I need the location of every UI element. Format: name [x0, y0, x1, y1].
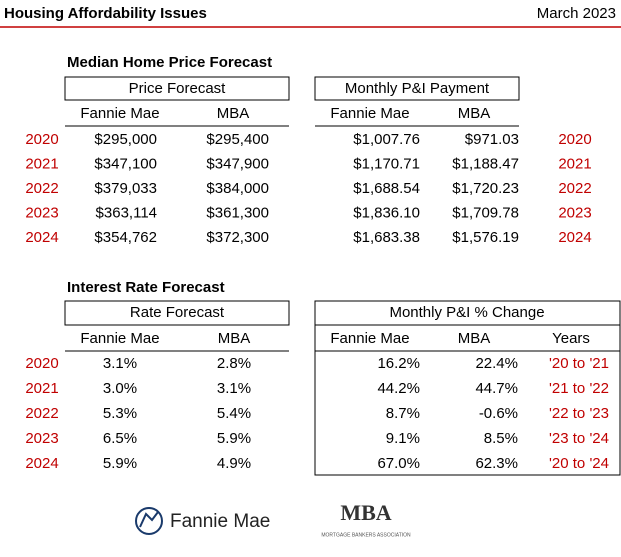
row-year: 2020 — [25, 355, 58, 372]
row-year: 2021 — [25, 380, 58, 397]
group-label: Price Forecast — [129, 80, 227, 97]
fannie-logo-text: Fannie Mae — [170, 511, 270, 532]
table-cell: 3.1% — [217, 380, 251, 397]
table-cell: $971.03 — [465, 131, 519, 148]
table-cell: $379,033 — [94, 180, 157, 197]
group-box — [314, 76, 520, 101]
table-cell: $295,000 — [94, 131, 157, 148]
table-cell: 22.4% — [475, 355, 518, 372]
section-title: Median Home Price Forecast — [67, 54, 272, 71]
table-cell: 44.2% — [377, 380, 420, 397]
row-year: 2022 — [558, 180, 591, 197]
group-label: Monthly P&I Payment — [345, 80, 490, 97]
table-cell: $363,114 — [96, 204, 157, 221]
table-cell: 3.1% — [103, 355, 137, 372]
row-year: 2024 — [25, 455, 58, 472]
table-cell: -0.6% — [479, 405, 518, 422]
group-label: Rate Forecast — [130, 304, 225, 321]
column-header: Fannie Mae — [80, 330, 159, 347]
table-cell: $1,720.23 — [452, 180, 519, 197]
year-range: '20 to '21 — [549, 355, 609, 372]
table-cell: $347,100 — [94, 155, 157, 172]
table-cell: 5.4% — [217, 405, 251, 422]
table-cell: $1,709.78 — [452, 204, 519, 221]
group-box — [64, 300, 290, 326]
column-header: Fannie Mae — [330, 330, 409, 347]
row-year: 2020 — [25, 131, 58, 148]
table-cell: 8.7% — [386, 405, 420, 422]
table-cell: 5.9% — [217, 430, 251, 447]
column-header: Fannie Mae — [80, 105, 159, 122]
table-cell: 2.8% — [217, 355, 251, 372]
row-year: 2024 — [558, 229, 591, 246]
group-box — [64, 76, 290, 101]
row-year: 2020 — [558, 131, 591, 148]
group-label: Monthly P&I % Change — [389, 304, 544, 321]
table-cell: 4.9% — [217, 455, 251, 472]
table-cell: 3.0% — [103, 380, 137, 397]
mba-logo-text: MBA — [340, 500, 391, 525]
row-year: 2023 — [25, 430, 58, 447]
year-range: '21 to '22 — [549, 380, 609, 397]
table-cell: $1,007.76 — [353, 131, 420, 148]
row-year: 2023 — [25, 204, 58, 221]
year-range: '23 to '24 — [549, 430, 609, 447]
row-year: 2024 — [25, 229, 58, 246]
table-cell: $1,188.47 — [452, 155, 519, 172]
table-cell: $354,762 — [94, 229, 157, 246]
group-box — [314, 300, 621, 476]
table-cell: 9.1% — [386, 430, 420, 447]
table-cell: $361,300 — [206, 204, 269, 221]
table-cell: 67.0% — [377, 455, 420, 472]
table-cell: $372,300 — [206, 229, 269, 246]
year-range: '20 to '24 — [549, 455, 609, 472]
column-header: MBA — [218, 330, 251, 347]
table-cell: $347,900 — [206, 155, 269, 172]
table-cell: 6.5% — [103, 430, 137, 447]
table-cell: $1,683.38 — [353, 229, 420, 246]
table-cell: $295,400 — [206, 131, 269, 148]
row-year: 2023 — [558, 204, 591, 221]
page-date: March 2023 — [537, 5, 616, 22]
mba-logo-sub: MORTGAGE BANKERS ASSOCIATION — [321, 532, 411, 538]
year-range: '22 to '23 — [549, 405, 609, 422]
table-cell: 5.9% — [103, 455, 137, 472]
column-header: MBA — [458, 105, 491, 122]
table-cell: $1,688.54 — [353, 180, 420, 197]
column-header: MBA — [217, 105, 250, 122]
page-title: Housing Affordability Issues — [4, 5, 207, 22]
table-cell: 62.3% — [475, 455, 518, 472]
table-cell: $1,170.71 — [353, 155, 420, 172]
column-header: MBA — [458, 330, 491, 347]
row-year: 2021 — [558, 155, 591, 172]
table-cell: $1,576.19 — [452, 229, 519, 246]
table-cell: 5.3% — [103, 405, 137, 422]
table-cell: 16.2% — [377, 355, 420, 372]
row-year: 2022 — [25, 405, 58, 422]
column-header: Fannie Mae — [330, 105, 409, 122]
row-year: 2022 — [25, 180, 58, 197]
column-header: Years — [552, 330, 590, 347]
table-cell: 44.7% — [475, 380, 518, 397]
fannie-logo: Fannie Mae — [135, 507, 270, 535]
table-cell: 8.5% — [484, 430, 518, 447]
section-title: Interest Rate Forecast — [67, 279, 225, 296]
table-cell: $1,836.10 — [353, 204, 420, 221]
table-cell: $384,000 — [206, 180, 269, 197]
row-year: 2021 — [25, 155, 58, 172]
